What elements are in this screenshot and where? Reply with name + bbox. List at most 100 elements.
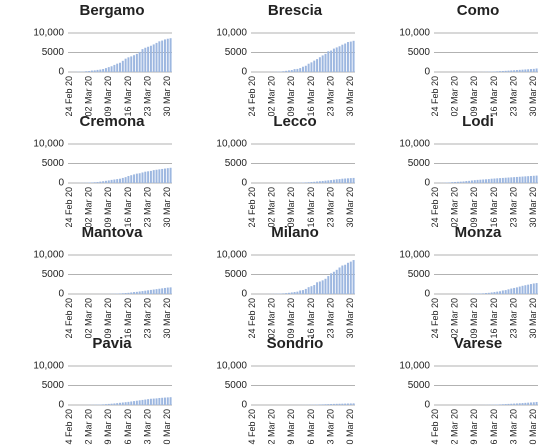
bar	[344, 403, 347, 405]
bar	[304, 288, 307, 294]
bar	[130, 292, 133, 294]
bar	[465, 181, 468, 183]
y-tick-label: 0	[58, 400, 64, 411]
x-tick-label: 24 Feb 20	[247, 298, 257, 339]
y-tick-label: 10,000	[399, 139, 430, 150]
bar	[302, 290, 304, 294]
x-tick-label: 16 Mar 20	[123, 76, 133, 117]
bar	[535, 401, 538, 405]
bar	[155, 42, 158, 72]
bar	[169, 38, 172, 72]
bar	[535, 175, 538, 183]
y-tick-label: 10,000	[216, 361, 247, 372]
bar	[144, 399, 147, 405]
bar	[321, 55, 324, 72]
bar	[144, 171, 147, 183]
bar	[99, 181, 102, 183]
x-tick-label: 09 Mar 20	[103, 76, 113, 117]
bar	[327, 276, 330, 294]
bar	[113, 403, 116, 405]
bar	[490, 292, 493, 294]
bar	[318, 404, 321, 405]
chart-title: Sondrio	[267, 335, 324, 352]
bar	[88, 71, 91, 72]
bar	[90, 70, 93, 72]
y-tick-label: 5000	[225, 269, 248, 280]
bar	[304, 65, 307, 72]
bar	[127, 292, 130, 294]
bar	[332, 179, 335, 183]
x-tick-label: 23 Mar 20	[508, 409, 518, 445]
bar	[521, 403, 524, 405]
y-tick-label: 10,000	[33, 28, 64, 39]
bar	[352, 40, 355, 72]
bar	[121, 402, 124, 405]
bar	[313, 285, 316, 294]
y-tick-label: 0	[58, 178, 64, 189]
x-tick-label: 09 Mar 20	[286, 76, 296, 117]
bar	[507, 70, 510, 72]
bar	[344, 178, 347, 183]
x-tick-label: 23 Mar 20	[142, 298, 152, 339]
bar	[133, 174, 136, 183]
bar	[321, 180, 324, 183]
bar	[135, 53, 138, 72]
bar	[155, 289, 158, 294]
x-tick-label: 24 Feb 20	[247, 187, 257, 228]
bar	[119, 402, 121, 405]
y-tick-label: 0	[424, 400, 430, 411]
bar	[513, 177, 516, 183]
bar	[501, 290, 504, 294]
bar	[510, 403, 513, 405]
bar	[327, 180, 330, 183]
bar	[527, 402, 530, 405]
bar	[293, 292, 296, 294]
x-tick-label: 30 Mar 20	[528, 76, 538, 117]
bar	[310, 182, 313, 183]
x-tick-label: 09 Mar 20	[469, 76, 479, 117]
x-tick-label: 16 Mar 20	[489, 409, 499, 445]
bar	[504, 290, 507, 294]
bar	[121, 293, 124, 294]
chart-title: Mantova	[82, 224, 144, 241]
bar	[124, 177, 127, 183]
bar	[152, 44, 155, 72]
x-tick-label: 16 Mar 20	[123, 298, 133, 339]
bar	[99, 404, 102, 405]
bar	[124, 293, 127, 294]
bar	[324, 180, 327, 183]
bar	[524, 69, 527, 72]
bar	[163, 287, 166, 294]
bar	[448, 182, 451, 183]
bar	[338, 267, 341, 294]
bar	[293, 69, 296, 72]
x-tick-label: 24 Feb 20	[430, 187, 440, 228]
y-tick-label: 5000	[42, 380, 65, 391]
bar	[287, 292, 290, 294]
bar	[304, 182, 307, 183]
bar	[338, 403, 341, 405]
bar	[330, 403, 333, 405]
bar	[166, 168, 169, 183]
chart-title: Lodi	[462, 113, 494, 130]
bar	[130, 175, 133, 183]
x-tick-label: 02 Mar 20	[266, 187, 276, 228]
bar	[499, 178, 502, 183]
y-tick-label: 10,000	[33, 139, 64, 150]
bar	[152, 170, 155, 183]
y-tick-label: 0	[241, 400, 247, 411]
bar	[163, 39, 166, 72]
bar	[496, 291, 499, 294]
bar	[116, 179, 119, 183]
x-tick-label: 24 Feb 20	[64, 76, 74, 117]
bar	[169, 167, 172, 183]
x-tick-label: 24 Feb 20	[247, 409, 257, 445]
bar	[110, 66, 113, 72]
bar	[532, 68, 535, 72]
bar	[166, 397, 169, 405]
y-tick-label: 5000	[408, 269, 431, 280]
bar	[163, 168, 166, 183]
bar	[504, 404, 507, 405]
bar	[346, 403, 349, 405]
